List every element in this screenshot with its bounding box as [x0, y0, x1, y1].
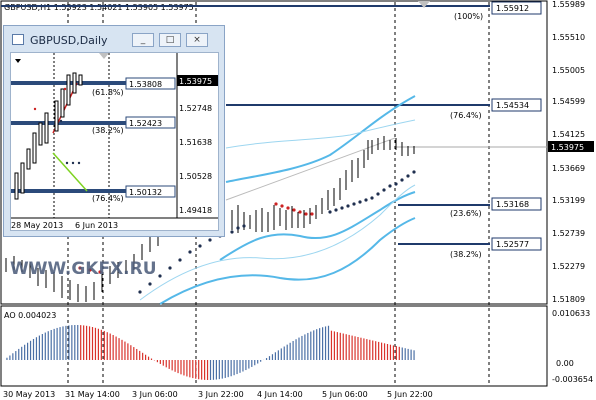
- ao-tick-bottom: -0.003654: [552, 375, 593, 384]
- price-tick: 1.55005: [552, 66, 585, 75]
- price-axis: 1.55989 1.55510 1.55005 1.54599 1.54125 …: [552, 0, 585, 304]
- mini-level-pct: (61.8%): [92, 88, 124, 97]
- time-tick: 5 Jun 06:00: [322, 390, 368, 399]
- price-tick: 1.55989: [552, 0, 585, 9]
- price-tick: 1.55510: [552, 33, 585, 42]
- fib-price-38: 1.52577: [496, 240, 529, 249]
- daily-plot[interactable]: (61.8%) (38.2%) (76.4%) 1.53808 1.52423 …: [10, 52, 219, 231]
- time-tick: 3 Jun 22:00: [198, 390, 244, 399]
- fib-price-100: 1.55912: [496, 4, 529, 13]
- fib-pct-76: (76.4%): [450, 111, 482, 120]
- ao-panel[interactable]: [0, 305, 548, 387]
- time-tick: 31 May 14:00: [65, 390, 120, 399]
- price-tick: 1.52279: [552, 262, 585, 271]
- ao-histogram: [6, 324, 415, 380]
- fib-pct-38: (38.2%): [450, 250, 482, 259]
- daily-chart-window[interactable]: GBPUSD,Daily _ □ × (61.8%) (38.2%) (76.4…: [3, 25, 225, 237]
- current-price-label: 1.53975: [551, 143, 584, 152]
- fib-price-23: 1.53168: [496, 200, 529, 209]
- watermark: WWW.GKFX.RU: [10, 259, 157, 279]
- price-tick: 1.54125: [552, 130, 585, 139]
- price-tick: 1.51809: [552, 295, 585, 304]
- envelope-bands: [159, 95, 416, 305]
- window-title: GBPUSD,Daily: [30, 34, 108, 47]
- time-tick: 3 Jun 06:00: [132, 390, 178, 399]
- mini-level-price: 1.50132: [129, 188, 162, 197]
- mini-level-price: 1.52423: [129, 119, 162, 128]
- mini-price-tick: 1.51638: [179, 138, 212, 147]
- chart-header: GBPUSD,H1 1.53923 1.54021 1.53905 1.5397…: [4, 3, 194, 12]
- parabolic-dots: [138, 170, 416, 294]
- ao-label: AO 0.004023: [4, 311, 56, 320]
- price-tick: 1.52739: [552, 229, 585, 238]
- mini-time-tick: 6 Jun 2013: [75, 221, 118, 230]
- mini-price-tick: 1.50528: [179, 172, 212, 181]
- mini-price-tick: 1.49418: [179, 206, 212, 215]
- close-button[interactable]: ×: [186, 33, 208, 47]
- dropdown-arrow-icon: [15, 59, 21, 63]
- price-tick: 1.53669: [552, 164, 585, 173]
- price-candles: [5, 136, 415, 302]
- mini-price-tick: 1.52748: [179, 104, 212, 113]
- ao-tick-top: 0.010633: [552, 309, 590, 318]
- mini-time-tick: 28 May 2013: [11, 221, 63, 230]
- fib-pct-23: (23.6%): [450, 209, 482, 218]
- mini-level-price: 1.53808: [129, 80, 162, 89]
- chart-window-icon: [12, 34, 24, 45]
- price-tick: 1.53199: [552, 196, 585, 205]
- chart-shift-marker[interactable]: [418, 1, 430, 8]
- time-axis: 30 May 2013 31 May 14:00 3 Jun 06:00 3 J…: [3, 390, 433, 399]
- time-tick: 30 May 2013: [3, 390, 55, 399]
- mini-level-pct: (38.2%): [92, 126, 124, 135]
- ao-tick-zero: 0.00: [556, 359, 574, 368]
- fib-price-76: 1.54534: [496, 101, 529, 110]
- minimize-button[interactable]: _: [132, 33, 154, 47]
- time-tick: 5 Jun 22:00: [387, 390, 433, 399]
- mini-current-price: 1.53975: [179, 77, 212, 86]
- mini-level-pct: (76.4%): [92, 194, 124, 203]
- window-titlebar[interactable]: GBPUSD,Daily _ □ ×: [8, 29, 220, 51]
- price-tick: 1.54599: [552, 97, 585, 106]
- time-tick: 4 Jun 14:00: [257, 390, 303, 399]
- fib-pct-100: (100%): [454, 12, 483, 21]
- maximize-button[interactable]: □: [159, 33, 181, 47]
